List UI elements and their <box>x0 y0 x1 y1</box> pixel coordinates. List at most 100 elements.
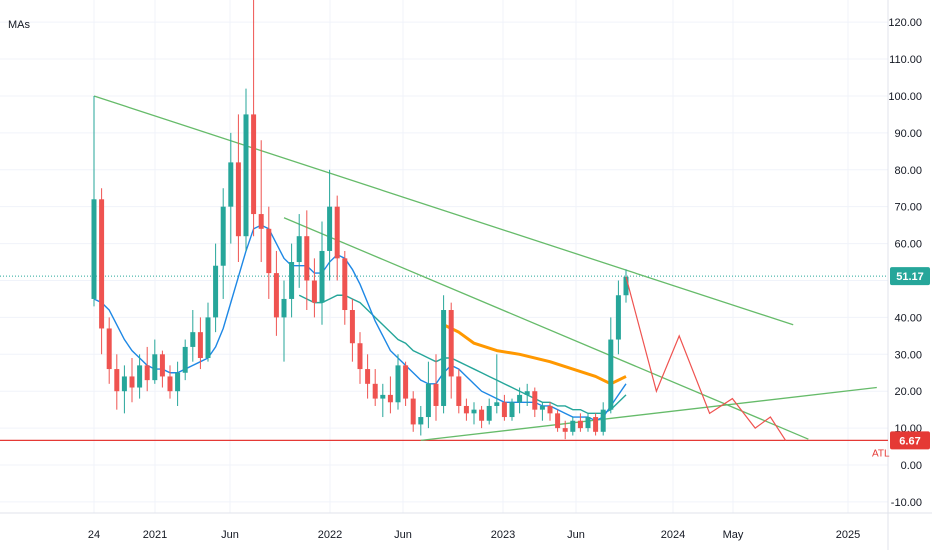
x-tick-label: Jun <box>567 529 585 541</box>
candle-body <box>593 417 599 432</box>
candle-body <box>106 328 112 370</box>
candle-body <box>114 369 120 392</box>
ma-long-line <box>442 323 627 386</box>
candle-body <box>403 365 409 399</box>
candle-body <box>342 258 348 311</box>
y-tick-label: 30.00 <box>894 349 922 361</box>
candle-body <box>251 114 257 215</box>
candle-body <box>372 383 378 399</box>
candle-body <box>152 354 158 381</box>
candle-body <box>159 354 165 377</box>
trendline <box>283 217 809 440</box>
candle-body <box>547 405 553 414</box>
y-tick-label: 20.00 <box>894 386 922 398</box>
candle-body <box>479 409 485 421</box>
y-tick-label: 40.00 <box>894 312 922 324</box>
candle-body <box>433 383 439 406</box>
candle-body <box>425 383 431 418</box>
x-tick-label: 2024 <box>661 529 685 541</box>
candle-body <box>608 339 614 410</box>
candle-body <box>494 402 500 406</box>
candle-body <box>532 391 538 410</box>
candle-body <box>395 365 401 403</box>
candle-body <box>387 394 393 403</box>
projection-path <box>625 276 787 441</box>
candle-body <box>175 372 181 392</box>
candle-body <box>289 262 295 299</box>
candle-body <box>585 417 591 429</box>
candle-body <box>471 409 477 414</box>
candle-body <box>197 332 203 358</box>
candle-body <box>182 346 188 373</box>
candle-body <box>144 365 150 381</box>
candle-body <box>319 250 325 303</box>
trendline <box>420 386 877 442</box>
candle-body <box>311 280 317 303</box>
candle-body <box>137 365 143 388</box>
atl-badge <box>890 431 930 450</box>
candle-body <box>441 310 447 406</box>
y-tick-label: 80.00 <box>894 165 922 177</box>
candle-body <box>190 332 196 347</box>
y-tick-label: 0.00 <box>901 460 922 472</box>
candle-body <box>205 317 211 358</box>
y-tick-label: 100.00 <box>888 91 922 103</box>
y-tick-label: 70.00 <box>894 202 922 214</box>
candle-body <box>555 413 561 429</box>
indicator-label: MAs <box>8 19 31 31</box>
candle-body <box>615 295 621 340</box>
atl-tag: ATL <box>872 448 890 459</box>
y-tick-label: 110.00 <box>889 54 922 66</box>
candle-body <box>213 265 219 318</box>
y-tick-label: -10.00 <box>891 497 922 509</box>
candle-body <box>486 405 492 421</box>
candle-body <box>448 310 454 377</box>
candle-body <box>327 206 333 251</box>
candle-body <box>524 391 530 395</box>
x-tick-label: 2025 <box>836 529 860 541</box>
ma-fast-line <box>93 224 627 422</box>
candle-body <box>410 398 416 425</box>
candle-body <box>380 394 386 399</box>
candle-body <box>91 199 97 299</box>
candle-body <box>281 298 287 318</box>
candle-body <box>357 343 363 370</box>
candle-body <box>456 376 462 406</box>
atl-price-label: 6.67 <box>899 435 920 447</box>
candle-body <box>570 420 576 432</box>
candle-body <box>562 428 568 432</box>
ma-slow-line <box>298 294 627 415</box>
y-tick-label: 60.00 <box>894 239 922 251</box>
x-tick-label: 2021 <box>143 529 167 541</box>
candle-body <box>365 369 371 384</box>
candle-body <box>418 417 424 425</box>
x-tick-label: Jun <box>221 529 239 541</box>
candle-body <box>539 405 545 410</box>
trendline <box>93 95 794 326</box>
y-tick-label: 120.00 <box>888 17 922 29</box>
x-tick-label: May <box>723 529 744 541</box>
candle-body <box>334 206 340 259</box>
candle-body <box>243 114 249 237</box>
last-price-label: 51.17 <box>896 271 924 283</box>
x-tick-label: Jun <box>394 529 412 541</box>
candle-body <box>623 276 629 296</box>
candle-body <box>304 236 310 281</box>
x-tick-label: 2022 <box>318 529 342 541</box>
candle-body <box>266 228 272 274</box>
candle-body <box>99 199 105 329</box>
candle-body <box>228 162 234 207</box>
candle-body <box>577 420 583 429</box>
x-tick-label: 24 <box>88 529 100 541</box>
candle-body <box>349 310 355 344</box>
candle-body <box>129 376 135 388</box>
x-tick-label: 2023 <box>491 529 515 541</box>
candle-body <box>258 214 264 229</box>
candle-body <box>273 273 279 318</box>
y-tick-label: 90.00 <box>894 128 922 140</box>
candle-body <box>509 402 515 418</box>
candle-body <box>167 376 173 392</box>
candle-body <box>220 206 226 266</box>
